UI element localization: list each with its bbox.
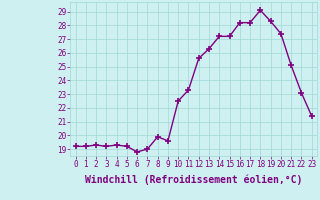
X-axis label: Windchill (Refroidissement éolien,°C): Windchill (Refroidissement éolien,°C) xyxy=(85,175,302,185)
